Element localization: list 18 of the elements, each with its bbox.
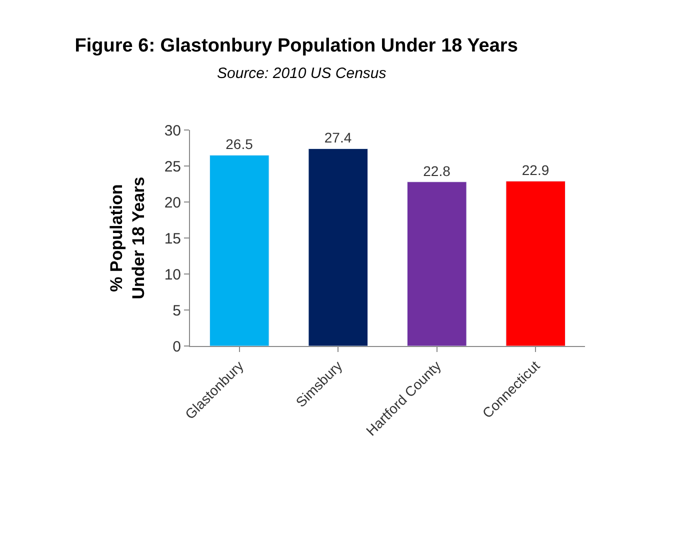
bar — [210, 154, 270, 346]
y-tick-label: 10 — [164, 266, 181, 284]
y-tick-label: 0 — [172, 338, 181, 356]
data-label: 22.8 — [423, 162, 451, 179]
data-label: 27.4 — [324, 130, 352, 146]
data-label: 26.5 — [226, 136, 254, 152]
chart-title: Figure 6: Glastonbury Population Under 18 Years — [74, 36, 518, 57]
data-label: 22.9 — [522, 162, 550, 178]
y-tick-label: 20 — [164, 194, 181, 212]
y-tick-label: 5 — [172, 302, 181, 320]
bar — [407, 182, 467, 346]
chart-subtitle: Source: 2010 US Census — [217, 65, 387, 82]
bar — [506, 180, 566, 346]
y-axis-title: % Population Under 18 Years — [106, 176, 148, 300]
y-tick-label: 25 — [164, 158, 181, 176]
y-tick-label: 30 — [164, 122, 181, 140]
y-tick-label: 15 — [164, 230, 181, 248]
bar — [308, 148, 368, 346]
